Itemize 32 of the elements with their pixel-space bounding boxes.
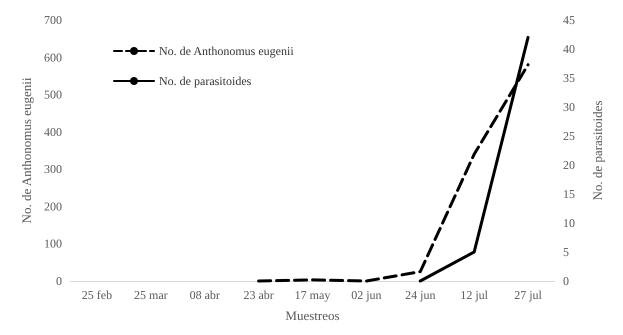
x-tick-label: 25 mar bbox=[134, 288, 168, 302]
y-axis-title: No. de Anthonomus eugenii bbox=[19, 77, 34, 224]
y2-tick-label: 5 bbox=[563, 245, 569, 259]
x-tick-label: 24 jun bbox=[405, 288, 436, 302]
x-tick-label: 25 feb bbox=[82, 288, 112, 302]
y2-tick-label: 40 bbox=[563, 42, 575, 56]
x-tick-label: 17 may bbox=[294, 288, 330, 302]
x-tick-label: 08 abr bbox=[190, 288, 220, 302]
y2-tick-label: 25 bbox=[563, 129, 575, 143]
x-tick-label: 23 abr bbox=[243, 288, 274, 302]
y-tick-label: 300 bbox=[44, 162, 62, 176]
x-tick-label: 27 jul bbox=[514, 288, 543, 302]
y-tick-label: 700 bbox=[44, 13, 62, 27]
y2-tick-label: 45 bbox=[563, 13, 575, 27]
legend-label: No. de parasitoides bbox=[159, 74, 252, 88]
y2-tick-label: 10 bbox=[563, 216, 575, 230]
legend-label: No. de Anthonomus eugenii bbox=[159, 44, 294, 58]
y2-axis-title: No. de parasitoides bbox=[590, 100, 605, 201]
y-tick-label: 500 bbox=[44, 88, 62, 102]
y2-tick-label: 30 bbox=[563, 100, 575, 114]
y2-tick-label: 15 bbox=[563, 187, 575, 201]
x-axis-title: Muestreos bbox=[285, 308, 340, 323]
y-tick-label: 400 bbox=[44, 124, 62, 139]
y-tick-label: 600 bbox=[44, 50, 62, 64]
y-tick-label: 100 bbox=[44, 236, 62, 251]
x-tick-label: 02 jun bbox=[351, 288, 382, 302]
y-tick-label: 200 bbox=[44, 199, 62, 214]
x-tick-label: 12 jul bbox=[460, 288, 489, 302]
y2-tick-label: 35 bbox=[563, 71, 575, 85]
y2-tick-label: 20 bbox=[563, 158, 575, 172]
y2-tick-label: 0 bbox=[563, 274, 569, 288]
y-tick-label: 0 bbox=[56, 274, 62, 288]
